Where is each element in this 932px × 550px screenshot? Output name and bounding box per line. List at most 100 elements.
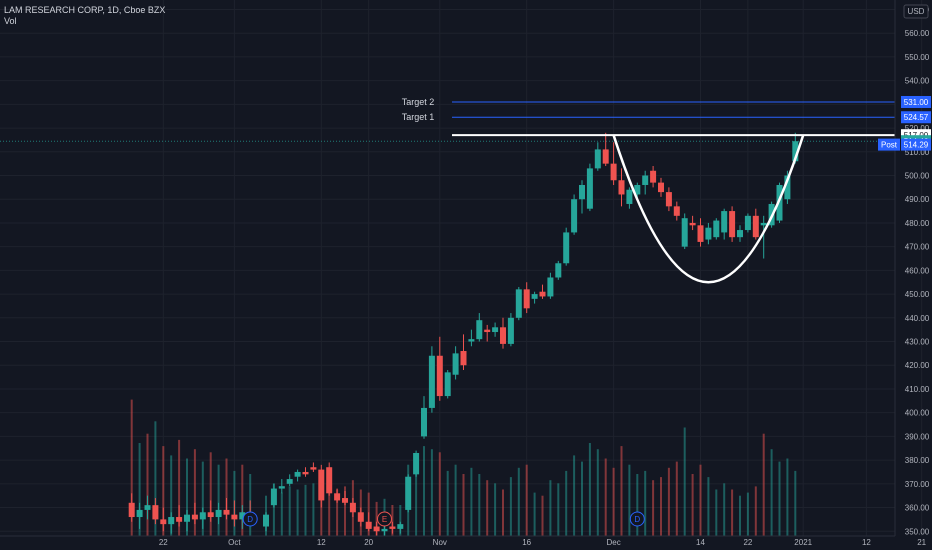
candle[interactable] <box>650 166 657 188</box>
candle[interactable] <box>286 474 293 487</box>
candle-body <box>460 351 467 366</box>
candle[interactable] <box>310 462 317 472</box>
candle[interactable] <box>586 163 593 212</box>
candle[interactable] <box>326 462 333 496</box>
volume-bar <box>770 449 773 536</box>
dividend-marker[interactable]: D <box>629 511 645 527</box>
candle[interactable] <box>539 284 546 299</box>
candle[interactable] <box>318 464 325 508</box>
candle[interactable] <box>342 490 348 506</box>
candle[interactable] <box>705 222 712 245</box>
candle[interactable] <box>302 467 309 477</box>
candle[interactable] <box>618 168 625 207</box>
candle[interactable] <box>128 493 135 522</box>
candle-body <box>531 294 538 299</box>
candle[interactable] <box>689 215 696 231</box>
candle[interactable] <box>144 495 151 520</box>
candle[interactable] <box>776 182 783 223</box>
candle[interactable] <box>373 521 380 536</box>
candle[interactable] <box>744 213 751 233</box>
candle[interactable] <box>263 512 269 532</box>
candle[interactable] <box>215 502 222 525</box>
candle[interactable] <box>729 206 736 242</box>
candle[interactable] <box>642 170 649 195</box>
candle[interactable] <box>713 218 720 240</box>
price-tick-label: 510.00 <box>905 148 930 157</box>
candle[interactable] <box>152 498 159 525</box>
candle[interactable] <box>492 322 499 337</box>
volume-bar <box>170 455 173 536</box>
candle[interactable] <box>571 194 578 235</box>
candle[interactable] <box>191 502 198 525</box>
candle[interactable] <box>697 218 704 247</box>
candle-body <box>634 184 641 195</box>
candle[interactable] <box>397 521 404 534</box>
candle[interactable] <box>515 286 522 321</box>
candle[interactable] <box>784 170 791 204</box>
candle[interactable] <box>278 479 285 494</box>
candle[interactable] <box>500 317 506 349</box>
candle[interactable] <box>594 142 601 171</box>
candle[interactable] <box>270 483 277 508</box>
candle[interactable] <box>349 498 356 518</box>
candle[interactable] <box>294 469 301 482</box>
candle[interactable] <box>555 260 562 280</box>
candle[interactable] <box>460 334 467 370</box>
volume-bar <box>739 495 741 536</box>
candle[interactable] <box>563 227 570 266</box>
symbol-title[interactable]: LAM RESEARCH CORP, 1D, Cboe BZX <box>4 5 166 15</box>
candle-body <box>792 141 799 162</box>
candle[interactable] <box>665 187 672 212</box>
candle[interactable] <box>681 213 688 250</box>
candle[interactable] <box>231 500 238 527</box>
candle[interactable] <box>428 346 435 413</box>
candle[interactable] <box>334 488 341 503</box>
candle-body <box>152 505 159 520</box>
candle[interactable] <box>444 369 451 399</box>
candle[interactable] <box>531 291 538 304</box>
candle[interactable] <box>484 324 491 342</box>
candle[interactable] <box>721 208 728 240</box>
candle[interactable] <box>658 177 664 197</box>
candle[interactable] <box>176 505 183 527</box>
candle[interactable] <box>468 329 475 347</box>
candle[interactable] <box>168 512 175 534</box>
candle[interactable] <box>136 502 143 529</box>
candle[interactable] <box>223 498 230 520</box>
candle[interactable] <box>737 225 743 242</box>
target-price-tag-text: 524.57 <box>904 113 929 122</box>
candle[interactable] <box>365 512 372 532</box>
cup-curve[interactable] <box>612 134 805 284</box>
candle[interactable] <box>199 507 206 529</box>
candle[interactable] <box>207 500 214 522</box>
candle[interactable] <box>547 272 554 299</box>
candle[interactable] <box>184 509 190 532</box>
currency-badge[interactable]: USD <box>903 4 929 19</box>
candle[interactable] <box>405 474 412 513</box>
volume-indicator-label[interactable]: Vol <box>4 16 17 26</box>
time-axis[interactable]: 22Oct1220Nov16Dec142220211221Feb91824 <box>0 535 932 547</box>
candle[interactable] <box>357 507 364 527</box>
candle[interactable] <box>626 187 633 209</box>
candle[interactable] <box>413 450 420 477</box>
price-axis[interactable]: 350.00 360.00 370.00 380.00 390.00 400.00 410.… <box>878 0 931 536</box>
candle[interactable] <box>523 282 530 314</box>
candle[interactable] <box>610 142 617 185</box>
candle[interactable] <box>452 346 459 380</box>
candle[interactable] <box>389 521 396 534</box>
candle[interactable] <box>476 313 483 342</box>
candle[interactable] <box>436 336 443 401</box>
candle[interactable] <box>239 505 246 529</box>
candle[interactable] <box>579 180 585 214</box>
candle[interactable] <box>752 208 759 240</box>
earnings-marker[interactable]: E <box>377 511 392 527</box>
candle[interactable] <box>160 507 167 532</box>
candle-body <box>160 519 167 525</box>
candle[interactable] <box>602 132 609 167</box>
candle[interactable] <box>421 396 427 439</box>
candle[interactable] <box>673 201 680 221</box>
candle[interactable] <box>507 313 514 347</box>
candle[interactable] <box>760 215 767 259</box>
dividend-marker[interactable]: D <box>242 511 258 527</box>
